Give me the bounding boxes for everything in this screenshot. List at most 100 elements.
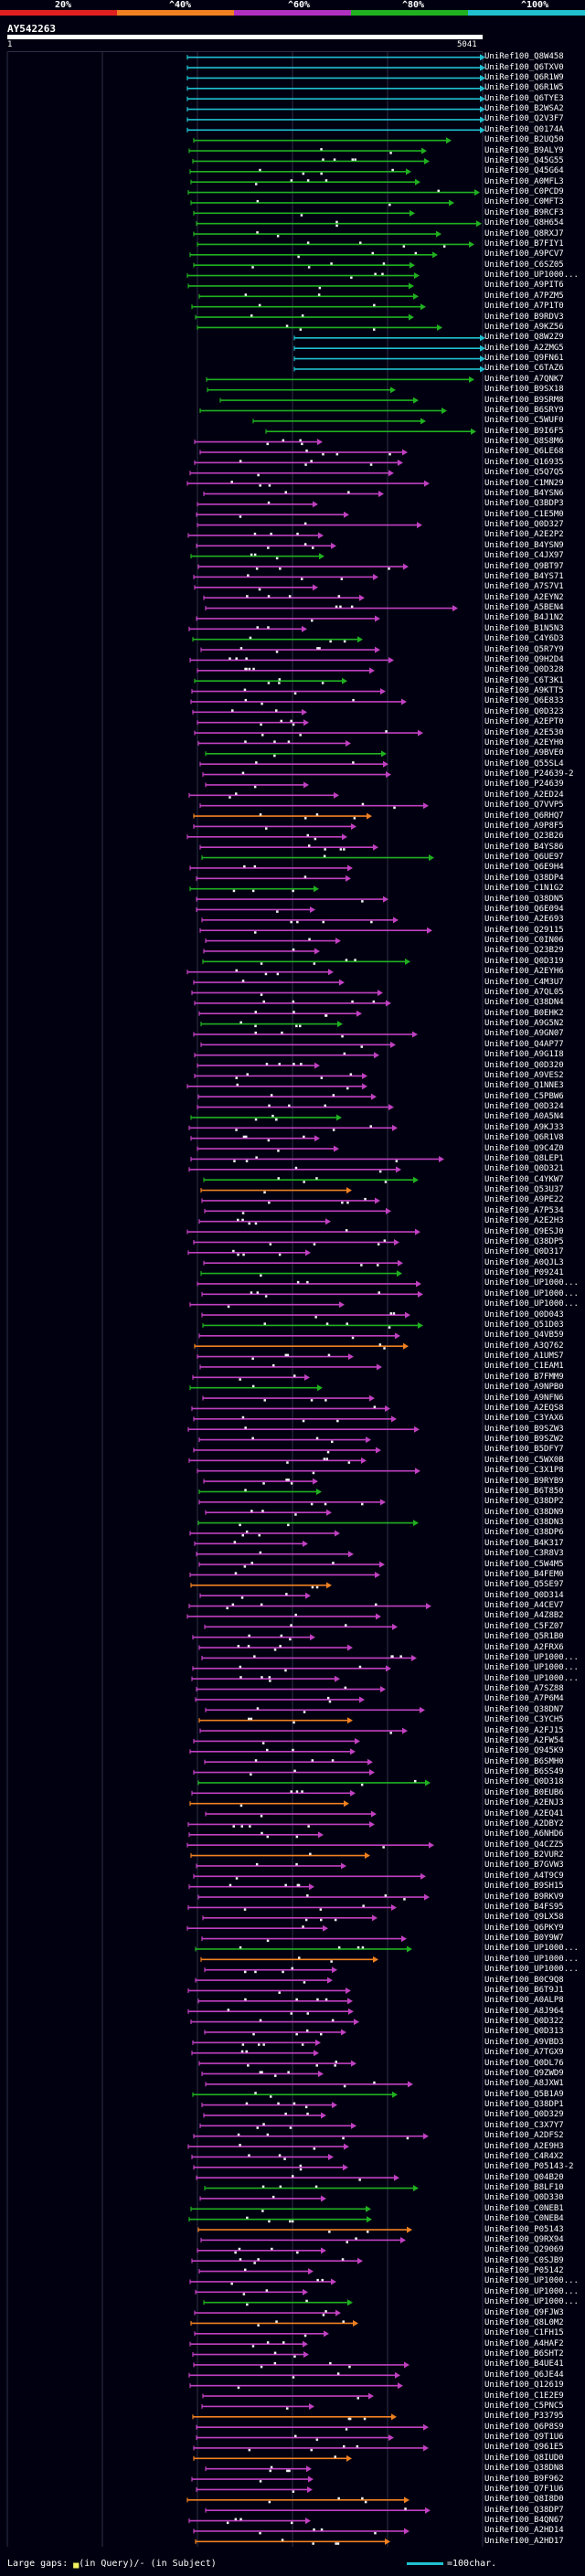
hit-accession-link[interactable]: UniRef100_C5WX0B xyxy=(484,1455,564,1465)
hit-accession-link[interactable]: UniRef100_B0Y9W7 xyxy=(484,1934,564,1944)
hit-accession-link[interactable]: UniRef100_B0C9Q8 xyxy=(484,1975,564,1985)
hit-accession-link[interactable]: UniRef100_Q4CZZ5 xyxy=(484,1839,564,1850)
hit-accession-link[interactable]: UniRef100_C4M3U7 xyxy=(484,977,564,987)
hit-accession-link[interactable]: UniRef100_B0EUB6 xyxy=(484,1787,564,1797)
hit-accession-link[interactable]: UniRef100_UP1000... xyxy=(484,1965,579,1975)
hit-accession-link[interactable]: UniRef100_UP1000... xyxy=(484,1663,579,1673)
hit-accession-link[interactable]: UniRef100_Q7VVP5 xyxy=(484,800,564,811)
hit-accession-link[interactable]: UniRef100_C1N1G2 xyxy=(484,884,564,894)
hit-accession-link[interactable]: UniRef100_Q0D327 xyxy=(484,520,564,530)
hit-accession-link[interactable]: UniRef100_A9KZ56 xyxy=(484,322,564,332)
hit-accession-link[interactable]: UniRef100_A2EQS8 xyxy=(484,1403,564,1413)
hit-accession-link[interactable]: UniRef100_P09241 xyxy=(484,1268,564,1278)
hit-accession-link[interactable]: UniRef100_C3YCH5 xyxy=(484,1715,564,1725)
hit-accession-link[interactable]: UniRef100_B2VUR2 xyxy=(484,1850,564,1860)
hit-accession-link[interactable]: UniRef100_Q6JE44 xyxy=(484,2369,564,2380)
hit-accession-link[interactable]: UniRef100_Q8H654 xyxy=(484,218,564,228)
hit-accession-link[interactable]: UniRef100_A7PZM5 xyxy=(484,291,564,301)
hit-accession-link[interactable]: UniRef100_C3R8V3 xyxy=(484,1549,564,1559)
hit-accession-link[interactable]: UniRef100_Q5R1B0 xyxy=(484,1632,564,1642)
hit-accession-link[interactable]: UniRef100_A2E693 xyxy=(484,915,564,925)
hit-accession-link[interactable]: UniRef100_Q38DP5 xyxy=(484,1236,564,1246)
hit-accession-link[interactable]: UniRef100_Q29115 xyxy=(484,925,564,935)
hit-accession-link[interactable]: UniRef100_A7QNK7 xyxy=(484,374,564,384)
hit-accession-link[interactable]: UniRef100_Q45G55 xyxy=(484,155,564,165)
hit-accession-link[interactable]: UniRef100_C4R4X2 xyxy=(484,2151,564,2161)
hit-accession-link[interactable]: UniRef100_Q9T1U6 xyxy=(484,2433,564,2443)
hit-accession-link[interactable]: UniRef100_Q6TYE3 xyxy=(484,93,564,103)
hit-accession-link[interactable]: UniRef100_B5DFY7 xyxy=(484,1445,564,1455)
hit-accession-link[interactable]: UniRef100_UP1000... xyxy=(484,1288,579,1299)
hit-accession-link[interactable]: UniRef100_P24639 xyxy=(484,779,564,790)
hit-accession-link[interactable]: UniRef100_C6SZ05 xyxy=(484,260,564,270)
hit-accession-link[interactable]: UniRef100_A0ALP8 xyxy=(484,1996,564,2006)
hit-accession-link[interactable]: UniRef100_Q4AP77 xyxy=(484,1039,564,1049)
hit-accession-link[interactable]: UniRef100_Q38DP1 xyxy=(484,2100,564,2110)
hit-accession-link[interactable]: UniRef100_A2EYH0 xyxy=(484,737,564,747)
hit-accession-link[interactable]: UniRef100_Q38DN8 xyxy=(484,2464,564,2474)
hit-accession-link[interactable]: UniRef100_Q7F1U6 xyxy=(484,2484,564,2494)
hit-accession-link[interactable]: UniRef100_A9P8F5 xyxy=(484,821,564,831)
hit-accession-link[interactable]: UniRef100_C6TAZ6 xyxy=(484,364,564,374)
hit-accession-link[interactable]: UniRef100_A2E530 xyxy=(484,727,564,737)
hit-accession-link[interactable]: UniRef100_Q45G64 xyxy=(484,166,564,176)
hit-accession-link[interactable]: UniRef100_B4YSN9 xyxy=(484,540,564,550)
hit-accession-link[interactable]: UniRef100_UP1000... xyxy=(484,270,579,281)
hit-accession-link[interactable]: UniRef100_A2ENJ3 xyxy=(484,1798,564,1808)
hit-accession-link[interactable]: UniRef100_Q8LEP1 xyxy=(484,1153,564,1163)
hit-accession-link[interactable]: UniRef100_Q6R1W9 xyxy=(484,72,564,82)
hit-accession-link[interactable]: UniRef100_Q0D314 xyxy=(484,1590,564,1600)
hit-accession-link[interactable]: UniRef100_C1E2E9 xyxy=(484,2390,564,2401)
hit-accession-link[interactable]: UniRef100_A7S7V1 xyxy=(484,582,564,592)
hit-accession-link[interactable]: UniRef100_B6SMH0 xyxy=(484,1756,564,1766)
hit-accession-link[interactable]: UniRef100_B2WSA2 xyxy=(484,104,564,114)
hit-accession-link[interactable]: UniRef100_A2EPT0 xyxy=(484,717,564,727)
hit-accession-link[interactable]: UniRef100_P33795 xyxy=(484,2412,564,2422)
hit-accession-link[interactable]: UniRef100_C3YAX6 xyxy=(484,1414,564,1424)
hit-accession-link[interactable]: UniRef100_B9SZW3 xyxy=(484,1424,564,1434)
hit-accession-link[interactable]: UniRef100_B9SRM8 xyxy=(484,395,564,405)
hit-accession-link[interactable]: UniRef100_Q6E094 xyxy=(484,904,564,914)
hit-accession-link[interactable]: UniRef100_A7P1T0 xyxy=(484,302,564,312)
hit-accession-link[interactable]: UniRef100_A2ZMG5 xyxy=(484,343,564,353)
hit-accession-link[interactable]: UniRef100_Q6E9H4 xyxy=(484,863,564,873)
hit-accession-link[interactable]: UniRef100_B4FEM0 xyxy=(484,1569,564,1579)
hit-accession-link[interactable]: UniRef100_Q8IUD0 xyxy=(484,2453,564,2463)
hit-accession-link[interactable]: UniRef100_A7P6M4 xyxy=(484,1694,564,1704)
hit-accession-link[interactable]: UniRef100_Q23B26 xyxy=(484,832,564,842)
hit-accession-link[interactable]: UniRef100_B4K317 xyxy=(484,1538,564,1548)
hit-accession-link[interactable]: UniRef100_UP1000... xyxy=(484,2297,579,2307)
hit-accession-link[interactable]: UniRef100_Q38DP4 xyxy=(484,873,564,883)
query-accession[interactable]: AY542263 xyxy=(7,23,56,35)
hit-accession-link[interactable]: UniRef100_Q5B1A9 xyxy=(484,2089,564,2099)
hit-accession-link[interactable]: UniRef100_C6T3K1 xyxy=(484,675,564,685)
hit-accession-link[interactable]: UniRef100_B9RDV3 xyxy=(484,312,564,322)
hit-accession-link[interactable]: UniRef100_Q6TXV0 xyxy=(484,62,564,72)
hit-accession-link[interactable]: UniRef100_UP1000... xyxy=(484,2276,579,2286)
hit-accession-link[interactable]: UniRef100_Q51D03 xyxy=(484,1320,564,1330)
hit-accession-link[interactable]: UniRef100_A7QL05 xyxy=(484,987,564,997)
hit-accession-link[interactable]: UniRef100_C5PNC5 xyxy=(484,2401,564,2411)
hit-accession-link[interactable]: UniRef100_A9KTT5 xyxy=(484,686,564,696)
hit-accession-link[interactable]: UniRef100_A0MFL3 xyxy=(484,176,564,186)
hit-accession-link[interactable]: UniRef100_Q4VB59 xyxy=(484,1330,564,1341)
hit-accession-link[interactable]: UniRef100_A9G5N2 xyxy=(484,1019,564,1029)
hit-accession-link[interactable]: UniRef100_B6T850 xyxy=(484,1486,564,1496)
hit-accession-link[interactable]: UniRef100_Q5SE97 xyxy=(484,1580,564,1590)
hit-accession-link[interactable]: UniRef100_B6SS49 xyxy=(484,1767,564,1777)
hit-accession-link[interactable]: UniRef100_Q0D329 xyxy=(484,2110,564,2120)
hit-accession-link[interactable]: UniRef100_Q6E833 xyxy=(484,696,564,706)
hit-accession-link[interactable]: UniRef100_C1EAM1 xyxy=(484,1362,564,1372)
hit-accession-link[interactable]: UniRef100_B8LF10 xyxy=(484,2183,564,2193)
hit-accession-link[interactable]: UniRef100_P05143 xyxy=(484,2224,564,2234)
hit-accession-link[interactable]: UniRef100_A2EYH6 xyxy=(484,967,564,977)
hit-accession-link[interactable]: UniRef100_Q9FJW3 xyxy=(484,2307,564,2317)
hit-accession-link[interactable]: UniRef100_Q0D323 xyxy=(484,706,564,716)
hit-accession-link[interactable]: UniRef100_Q8S8M6 xyxy=(484,437,564,447)
hit-accession-link[interactable]: UniRef100_C0MFT3 xyxy=(484,197,564,207)
hit-accession-link[interactable]: UniRef100_Q38DN5 xyxy=(484,894,564,904)
hit-accession-link[interactable]: UniRef100_Q8I8D0 xyxy=(484,2495,564,2505)
hit-accession-link[interactable]: UniRef100_UP1000... xyxy=(484,1944,579,1954)
hit-accession-link[interactable]: UniRef100_A4Z8B2 xyxy=(484,1611,564,1621)
hit-accession-link[interactable]: UniRef100_Q0D320 xyxy=(484,1060,564,1070)
